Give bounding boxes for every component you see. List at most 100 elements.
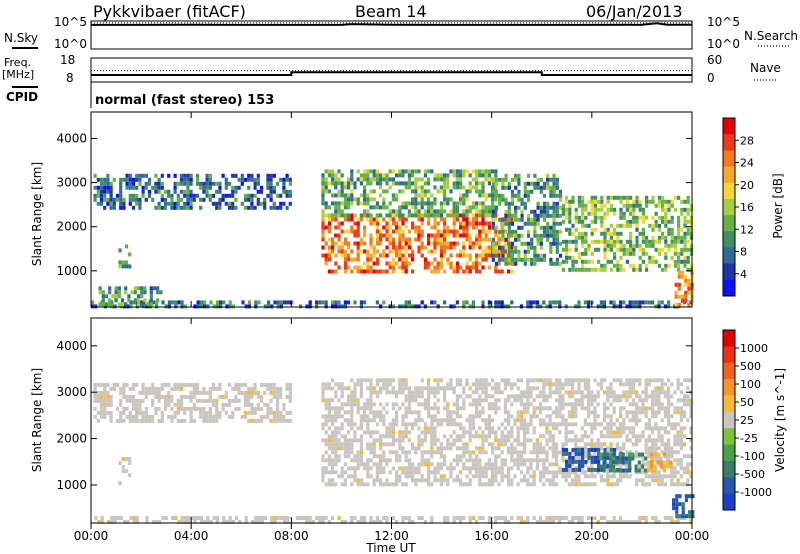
- power-echo-cell: [526, 229, 531, 234]
- velocity-echo-cell: [334, 438, 338, 443]
- velocity-echo-cell: [676, 438, 680, 443]
- power-echo-cell: [279, 205, 283, 210]
- power-echo-cell: [231, 193, 235, 198]
- velocity-echo-cell: [225, 520, 229, 524]
- velocity-echo-cell: [519, 414, 523, 419]
- power-echo-cell: [487, 213, 491, 218]
- velocity-echo-cell: [571, 422, 575, 427]
- power-echo-cell: [266, 177, 270, 182]
- power-echo-cell: [436, 209, 440, 214]
- velocity-echo-cell: [173, 382, 177, 387]
- velocity-echo-cell: [628, 394, 632, 399]
- power-echo-cell: [664, 255, 668, 260]
- velocity-echo-cell: [288, 418, 292, 423]
- velocity-echo-cell: [436, 446, 440, 451]
- power-echo-cell: [603, 239, 607, 244]
- velocity-echo-cell: [673, 426, 677, 431]
- power-echo-cell: [497, 249, 501, 254]
- power-echo-cell: [549, 241, 553, 246]
- power-echo-cell: [491, 177, 495, 182]
- velocity-echo-cell: [631, 418, 635, 423]
- power-echo-cell: [581, 239, 585, 244]
- velocity-echo-cell: [385, 390, 389, 395]
- power-echo-cell: [173, 181, 177, 186]
- velocity-echo-cell: [625, 450, 629, 455]
- velocity-echo-cell: [113, 520, 117, 524]
- velocity-echo-cell: [679, 390, 683, 395]
- velocity-echo-cell: [678, 494, 682, 499]
- velocity-echo-cell: [628, 450, 632, 455]
- velocity-echo-cell: [353, 398, 357, 403]
- velocity-echo-cell: [657, 406, 661, 411]
- power-echo-cell: [404, 245, 408, 250]
- velocity-echo-cell: [679, 482, 683, 487]
- power-echo-cell: [136, 294, 141, 299]
- velocity-echo-cell: [571, 410, 575, 415]
- velocity-echo-cell: [571, 382, 575, 387]
- power-echo-cell: [398, 241, 402, 246]
- power-echo-cell: [503, 304, 507, 309]
- power-echo-cell: [288, 177, 292, 182]
- velocity-echo-cell: [433, 378, 437, 383]
- velocity-echo-cell: [644, 442, 648, 447]
- power-echo-cell: [613, 211, 617, 216]
- power-echo-cell: [436, 173, 440, 178]
- power-echo-cell: [363, 300, 367, 305]
- velocity-echo-cell: [615, 478, 619, 483]
- power-echo-cell: [625, 203, 629, 208]
- power-echo-cell: [664, 243, 668, 248]
- velocity-echo-cell: [288, 394, 292, 399]
- power-echo-cell: [337, 304, 341, 309]
- power-echo-cell: [689, 247, 693, 252]
- velocity-echo-cell: [487, 382, 491, 387]
- velocity-echo-cell: [359, 414, 363, 419]
- power-echo-cell: [356, 169, 360, 174]
- power-echo-cell: [146, 302, 150, 307]
- power-echo-cell: [501, 257, 505, 262]
- velocity-echo-cell: [449, 418, 453, 423]
- power-echo-cell: [404, 201, 408, 206]
- power-echo-cell: [462, 213, 466, 218]
- power-echo-cell: [533, 173, 537, 178]
- power-echo-cell: [552, 185, 556, 190]
- velocity-echo-cell: [510, 414, 514, 419]
- velocity-echo-cell: [272, 410, 276, 415]
- velocity-echo-cell: [478, 478, 482, 483]
- power-echo-cell: [411, 221, 415, 226]
- power-echo-cell: [619, 267, 623, 272]
- velocity-echo-cell: [218, 394, 222, 399]
- power-echo-cell: [641, 215, 645, 220]
- velocity-echo-cell: [302, 516, 306, 520]
- velocity-echo-cell: [100, 520, 104, 524]
- velocity-echo-cell: [237, 390, 241, 395]
- power-echo-cell: [689, 227, 693, 232]
- velocity-echo-cell: [487, 414, 491, 419]
- velocity-echo-cell: [526, 478, 530, 483]
- velocity-echo-cell: [609, 394, 613, 399]
- velocity-echo-cell: [676, 482, 680, 487]
- velocity-echo-cell: [619, 410, 623, 415]
- power-echo-cell: [677, 270, 681, 275]
- velocity-echo-cell: [571, 467, 575, 472]
- velocity-echo-cell: [663, 516, 667, 520]
- velocity-echo-cell: [603, 426, 607, 431]
- velocity-echo-cell: [670, 470, 674, 475]
- velocity-echo-cell: [609, 447, 613, 452]
- velocity-echo-cell: [157, 390, 161, 395]
- velocity-echo-cell: [487, 442, 491, 447]
- power-echo-cell: [514, 237, 518, 242]
- velocity-echo-cell: [122, 406, 126, 411]
- velocity-echo-cell: [631, 520, 635, 524]
- velocity-echo-cell: [356, 520, 360, 524]
- velocity-echo-cell: [478, 470, 482, 475]
- velocity-echo-cell: [401, 446, 405, 451]
- power-colorbar-tick-label: 4: [740, 268, 747, 281]
- velocity-echo-cell: [532, 386, 536, 391]
- power-echo-cell: [673, 195, 677, 200]
- power-echo-cell: [186, 177, 190, 182]
- velocity-y-tick-label: 1000: [56, 478, 87, 492]
- velocity-echo-cell: [478, 394, 482, 399]
- power-echo-cell: [673, 263, 677, 268]
- power-echo-cell: [331, 249, 335, 254]
- power-echo-cell: [125, 173, 129, 178]
